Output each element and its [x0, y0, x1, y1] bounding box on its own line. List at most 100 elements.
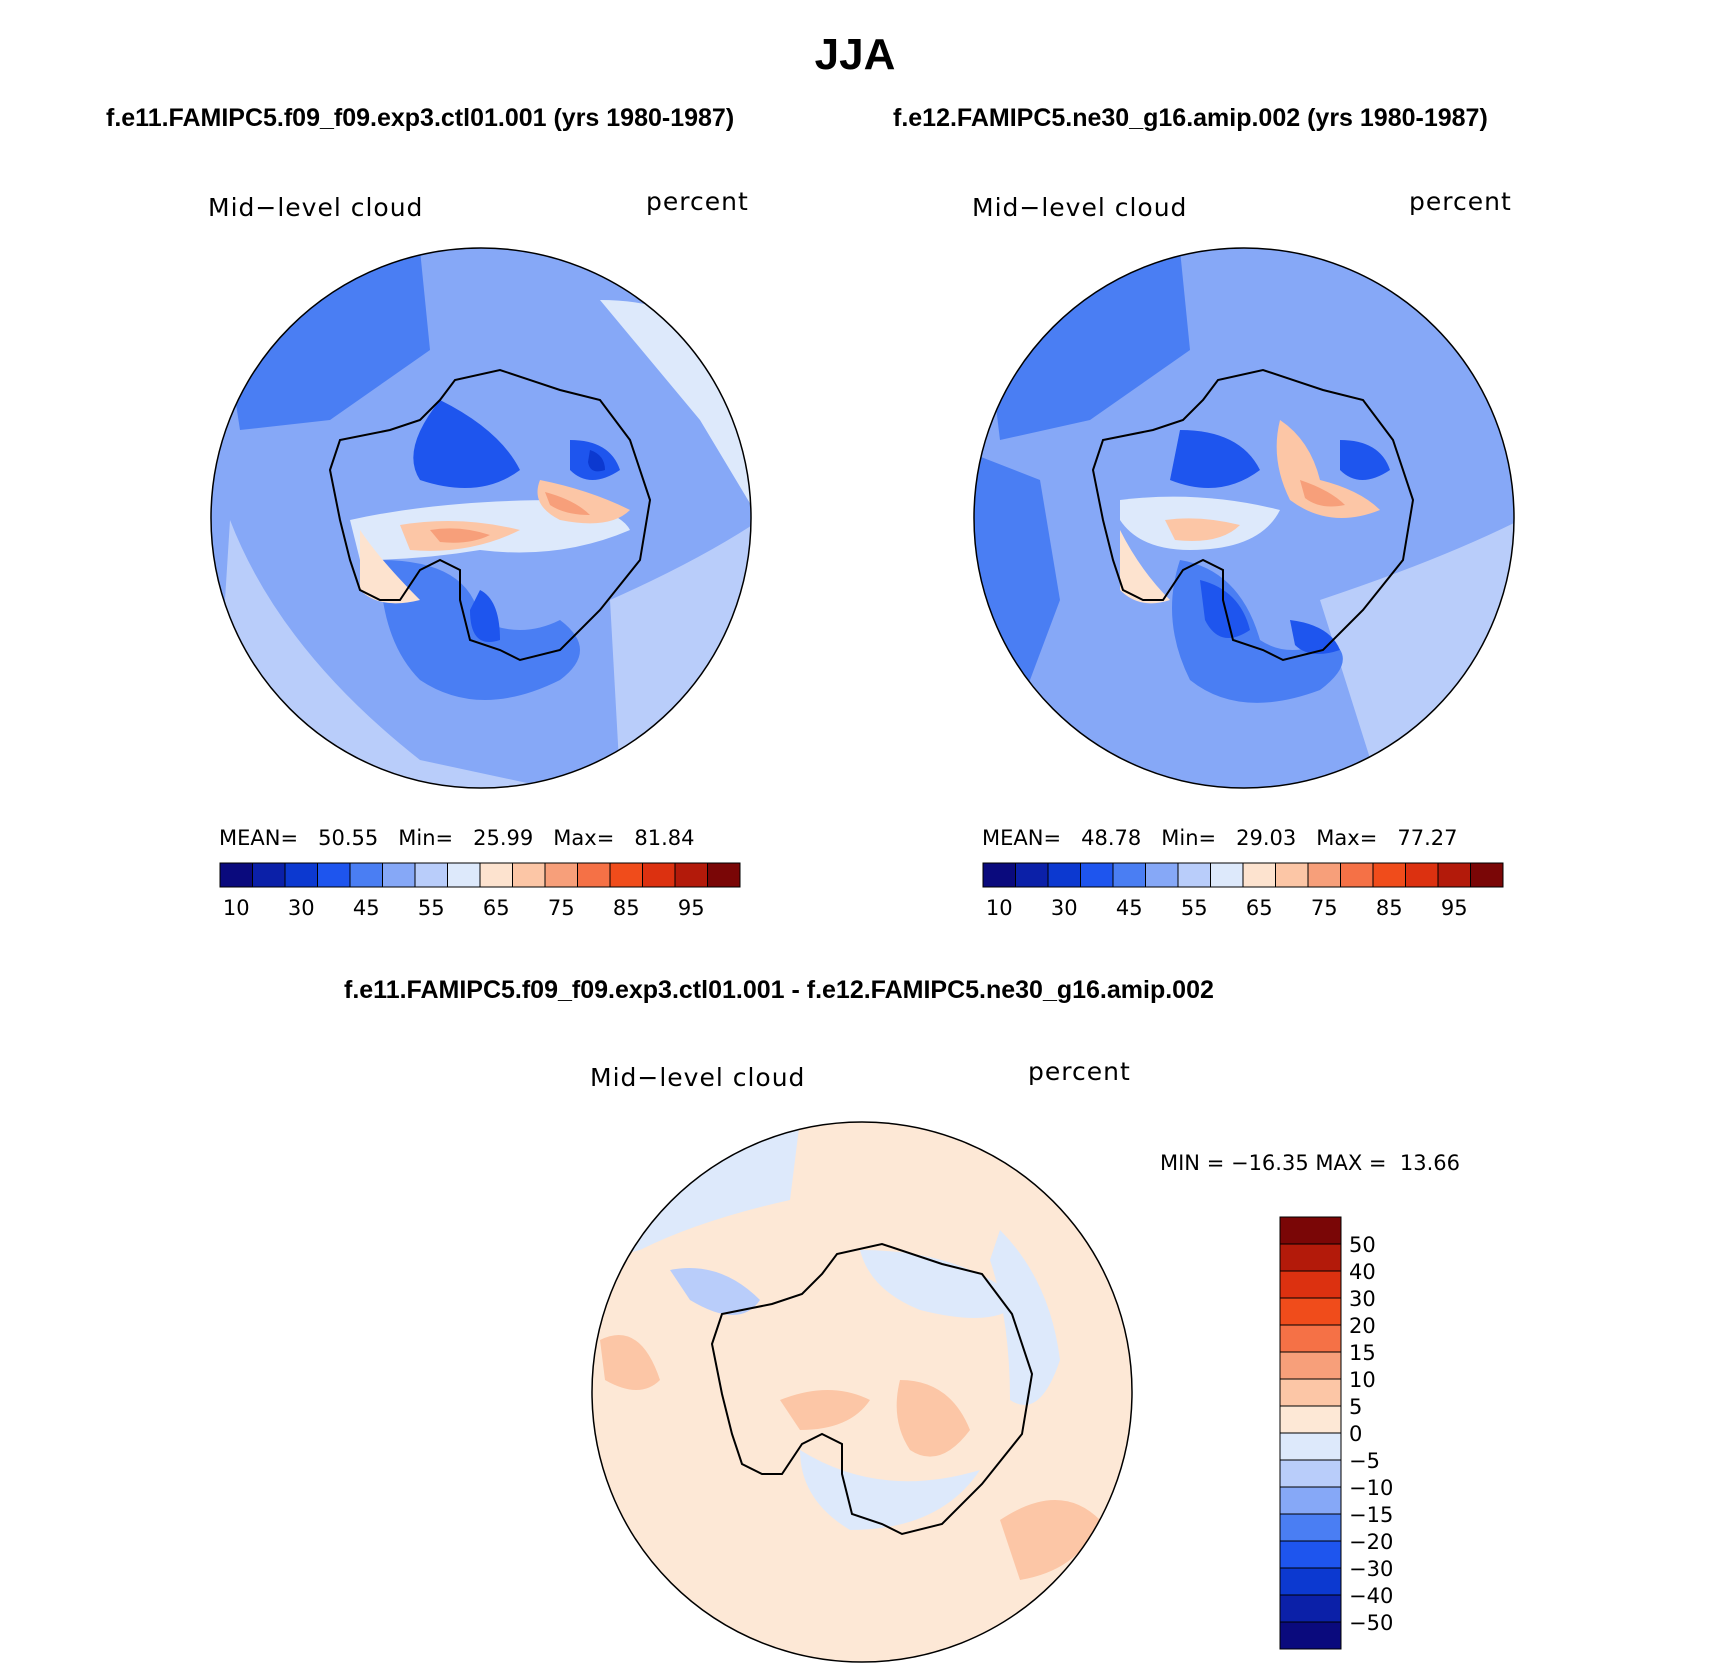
colorbar1-box [544, 862, 578, 888]
colorbar2-tick-label: 30 [1051, 896, 1078, 920]
colorbar1-box [512, 862, 546, 888]
panel1-max-label: Max= [553, 826, 615, 850]
colorbar2-tick-label: 10 [986, 896, 1013, 920]
colorbar1-box [674, 862, 708, 888]
colorbar2-box [1340, 862, 1374, 888]
colorbar3-box [1279, 1594, 1342, 1623]
map3-coastline [710, 1242, 1034, 1536]
colorbar3-box [1279, 1216, 1342, 1245]
colorbar3-box [1279, 1513, 1342, 1542]
panel1-stats: MEAN= 50.55 Min= 25.99 Max= 81.84 [219, 826, 694, 850]
colorbar3-tick-label: 0 [1349, 1422, 1362, 1446]
colorbar1-box [642, 862, 676, 888]
colorbar2-box [1177, 862, 1211, 888]
colorbar1-box [609, 862, 643, 888]
colorbar-panel-2: 10 30 45 55 65 75 85 95 [982, 862, 1504, 920]
panel1-variable-label: Mid−level cloud [208, 193, 424, 222]
map1-region [413, 400, 520, 488]
colorbar2-box [982, 862, 1016, 888]
colorbar2-box [1112, 862, 1146, 888]
colorbar3-box [1279, 1540, 1342, 1569]
colorbar2-box [1210, 862, 1244, 888]
colorbar3-tick-label: 10 [1349, 1368, 1376, 1392]
map2-region [1165, 518, 1240, 541]
colorbar2-tick-label: 45 [1116, 896, 1143, 920]
map1-region [470, 590, 500, 642]
map1-border [210, 247, 752, 789]
map1-coastline [328, 368, 652, 662]
map2-region [1300, 480, 1345, 507]
panel1-min-value: 25.99 [473, 826, 534, 850]
colorbar3-tick-label: −40 [1349, 1584, 1393, 1608]
colorbar1-tick-label: 10 [223, 896, 250, 920]
colorbar3-tick-label: 15 [1349, 1341, 1376, 1365]
map2-border [973, 247, 1515, 789]
colorbar3-box [1279, 1459, 1342, 1488]
panel2-mean-label: MEAN= [982, 826, 1062, 850]
map3-region [800, 1450, 980, 1530]
colorbar1-tick-label: 45 [353, 896, 380, 920]
map3-region [780, 1390, 870, 1430]
panel1-min-label: Min= [398, 826, 454, 850]
colorbar2-tick-label: 85 [1376, 896, 1403, 920]
map1-region [537, 480, 630, 524]
colorbar1-tick-label: 55 [418, 896, 445, 920]
colorbar3-tick-label: 20 [1349, 1314, 1376, 1338]
colorbar3-tick-label: 40 [1349, 1260, 1376, 1284]
colorbar2-tick-label: 65 [1246, 896, 1273, 920]
diff-title: f.e11.FAMIPC5.f09_f09.exp3.ctl01.001 - f… [344, 976, 1214, 1004]
colorbar1-box [349, 862, 383, 888]
colorbar3-tick-label: −50 [1349, 1611, 1393, 1635]
colorbar3-tick-label: 5 [1349, 1395, 1362, 1419]
colorbar2-tick-label: 55 [1181, 896, 1208, 920]
panel2-units-label: percent [1409, 187, 1512, 216]
colorbar3-tick-label: −20 [1349, 1530, 1393, 1554]
colorbar3-tick-label: −15 [1349, 1503, 1393, 1527]
colorbar3-box [1279, 1405, 1342, 1434]
panel1-mean-label: MEAN= [219, 826, 299, 850]
colorbar2-box [1470, 862, 1504, 888]
colorbar3-box [1279, 1351, 1342, 1380]
panel2-mean-value: 48.78 [1081, 826, 1142, 850]
colorbar3-tick-label: −10 [1349, 1476, 1393, 1500]
colorbar-panel-1: 10 30 45 55 65 75 85 95 [219, 862, 741, 920]
colorbar1-box [219, 862, 253, 888]
map2-region [1340, 440, 1390, 480]
colorbar1-box [479, 862, 513, 888]
panel2-max-label: Max= [1316, 826, 1378, 850]
colorbar2-box [1015, 862, 1049, 888]
colorbar1-box [382, 862, 416, 888]
colorbar1-box [252, 862, 286, 888]
colorbar1-tick-label: 65 [483, 896, 510, 920]
colorbar3-box [1279, 1324, 1342, 1353]
colorbar3-tick-label: 30 [1349, 1287, 1376, 1311]
colorbar3-tick-label: −5 [1349, 1449, 1380, 1473]
panel1-mean-value: 50.55 [318, 826, 379, 850]
colorbar2-box [1437, 862, 1471, 888]
map1-region [430, 528, 490, 543]
map3-region [670, 1268, 760, 1315]
panel1-units-label: percent [646, 187, 749, 216]
colorbar2-box [1372, 862, 1406, 888]
colorbar2-box [1307, 862, 1341, 888]
colorbar3-box [1279, 1567, 1342, 1596]
map2-region [1276, 420, 1380, 518]
panel3-units-label: percent [1028, 1057, 1131, 1086]
colorbar1-tick-label: 85 [613, 896, 640, 920]
colorbar1-box [414, 862, 448, 888]
panel1-max-value: 81.84 [634, 826, 695, 850]
map3-region [600, 1335, 660, 1390]
colorbar3-box [1279, 1432, 1342, 1461]
colorbar3-box [1279, 1621, 1342, 1650]
map2-region [1170, 430, 1260, 488]
map3-region [990, 1230, 1060, 1405]
map1-region [545, 492, 590, 515]
colorbar1-box [577, 862, 611, 888]
panel2-min-label: Min= [1161, 826, 1217, 850]
colorbar1-tick-label: 30 [288, 896, 315, 920]
panel2-max-value: 77.27 [1397, 826, 1458, 850]
colorbar1-tick-label: 75 [548, 896, 575, 920]
colorbar1-box [317, 862, 351, 888]
